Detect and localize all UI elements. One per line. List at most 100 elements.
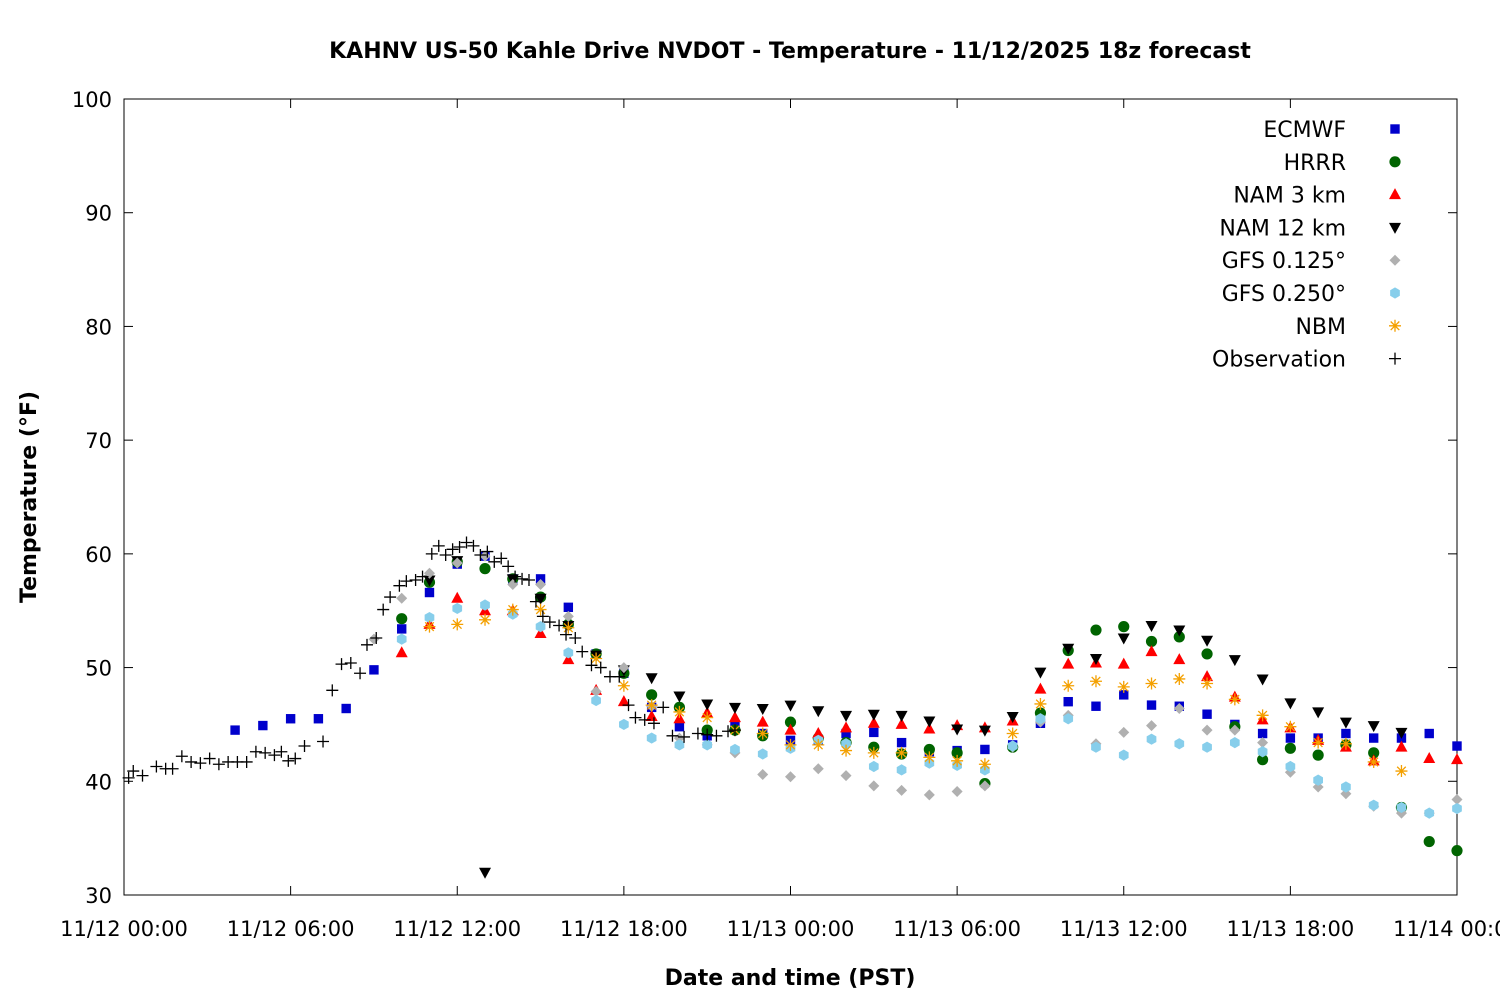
data-point-nbm: [534, 603, 547, 616]
data-point-nbm: [617, 679, 630, 692]
data-point-nam-3-km: [1062, 657, 1075, 669]
data-point-gfs-0-250: [1035, 713, 1046, 725]
data-point-gfs-0-125: [562, 610, 574, 622]
data-point-observation: [701, 728, 714, 741]
legend: ECMWF HRRR NAM 3 km NAM 12 km GFS 0.125° GFS …: [1212, 118, 1401, 373]
data-point-ecmwf: [1285, 733, 1296, 743]
data-point-nbm: [1312, 736, 1325, 749]
data-point-nam-3-km: [451, 591, 464, 603]
x-tick-label: 11/12 18:00: [560, 917, 688, 941]
data-point-gfs-0-125: [840, 770, 852, 782]
data-point-observation: [432, 539, 445, 552]
data-point-observation: [377, 603, 390, 616]
data-point-observation: [166, 762, 179, 775]
data-point-hrrr: [1118, 621, 1130, 633]
data-point-observation: [240, 755, 253, 768]
data-point-ecmwf: [1202, 709, 1212, 719]
data-point-gfs-0-125: [868, 780, 880, 792]
legend-marker-gfs-0-125: [1389, 254, 1401, 266]
data-point-observation: [560, 628, 573, 641]
data-point-observation: [594, 661, 607, 674]
data-point-nam-3-km: [395, 646, 408, 658]
data-point-nam-3-km: [1145, 645, 1158, 657]
data-point-nam-3-km: [1173, 653, 1186, 665]
data-point-observation: [529, 595, 542, 608]
data-point-gfs-0-250: [896, 764, 907, 776]
data-point-nam-12-km: [978, 725, 991, 737]
data-point-gfs-0-250: [396, 633, 407, 645]
legend-label-hrrr: HRRR: [1284, 151, 1346, 176]
data-point-observation: [289, 752, 302, 765]
data-point-gfs-0-250: [1007, 740, 1018, 752]
data-point-hrrr: [951, 747, 963, 759]
data-point-observation: [384, 591, 397, 604]
legend-marker-ecmwf: [1390, 124, 1400, 134]
data-point-observation: [326, 684, 339, 697]
data-point-nam-3-km: [562, 653, 575, 665]
y-tick-label: 70: [85, 429, 112, 453]
data-point-gfs-0-250: [1202, 741, 1212, 753]
data-point-ecmwf: [1424, 728, 1434, 739]
legend-marker-nam-3-km: [1389, 188, 1401, 200]
data-point-nam-12-km: [923, 716, 936, 728]
legend-label-nbm: NBM: [1295, 315, 1346, 340]
data-point-observation: [194, 757, 207, 770]
data-point-gfs-0-250: [674, 739, 685, 751]
data-point-nbm: [1034, 697, 1047, 710]
data-point-observation: [481, 545, 494, 558]
data-point-nbm: [1367, 755, 1380, 768]
data-point-nam-12-km: [1006, 711, 1019, 723]
data-point-nam-3-km: [1395, 740, 1408, 752]
data-point-gfs-0-250: [1424, 807, 1435, 819]
data-point-gfs-0-125: [1201, 724, 1213, 736]
legend-marker-observation: [1389, 352, 1401, 365]
y-axis-label: Temperature (°F): [17, 391, 42, 603]
data-point-ecmwf: [1146, 700, 1157, 710]
data-point-nbm: [562, 621, 575, 634]
data-point-gfs-0-250: [1257, 746, 1268, 758]
data-point-nam-12-km: [951, 724, 964, 736]
data-point-nam-12-km: [1201, 635, 1214, 647]
data-point-observation: [360, 638, 373, 651]
data-point-hrrr: [646, 689, 658, 701]
data-point-gfs-0-125: [1229, 724, 1241, 736]
data-point-gfs-0-125: [423, 567, 435, 579]
data-point-gfs-0-250: [1174, 738, 1185, 750]
data-point-observation: [488, 555, 501, 568]
y-tick-labels: 30 40 50 60 70 80 90 100: [72, 88, 112, 908]
data-point-hrrr: [1090, 624, 1102, 636]
data-point-ecmwf: [1368, 733, 1379, 743]
data-point-ecmwf: [841, 728, 851, 739]
data-point-observation: [268, 749, 281, 762]
data-point-hrrr: [1201, 648, 1213, 660]
data-point-nbm: [756, 727, 769, 740]
axis-ticks: [123, 98, 1458, 896]
data-point-nbm: [590, 652, 603, 665]
data-point-hrrr: [1284, 742, 1296, 754]
data-point-nbm: [1117, 680, 1130, 693]
data-point-gfs-0-250: [535, 621, 546, 633]
data-point-nam-12-km: [645, 673, 658, 685]
data-point-gfs-0-250: [563, 647, 574, 659]
data-point-nam-3-km: [645, 709, 658, 721]
data-point-nbm: [673, 705, 686, 718]
data-point-nam-12-km: [701, 699, 714, 711]
legend-label-nam-12-km: NAM 12 km: [1219, 216, 1346, 241]
data-point-ecmwf: [896, 737, 907, 748]
series-nam-12-km: [423, 556, 1408, 879]
data-point-ecmwf: [285, 714, 296, 724]
data-point-nam-12-km: [1145, 620, 1158, 632]
data-point-observation: [728, 724, 741, 737]
data-point-gfs-0-250: [757, 748, 768, 760]
data-point-observation: [275, 745, 288, 758]
data-point-nbm: [423, 620, 436, 633]
data-point-nbm: [1062, 679, 1075, 692]
data-point-hrrr: [1312, 749, 1324, 761]
data-point-nbm: [645, 699, 658, 712]
data-point-nbm: [1173, 672, 1186, 685]
data-point-observation: [691, 727, 704, 740]
data-point-nbm: [1395, 765, 1408, 778]
data-point-gfs-0-125: [1146, 720, 1158, 732]
data-point-observation: [175, 750, 188, 763]
data-point-nam-12-km: [1117, 633, 1130, 645]
